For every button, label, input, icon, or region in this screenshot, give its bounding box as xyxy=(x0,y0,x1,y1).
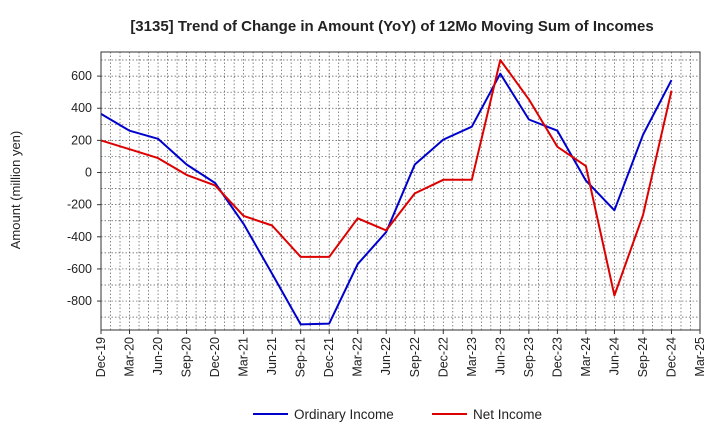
y-tick-label: 400 xyxy=(71,101,92,115)
y-tick-label: -200 xyxy=(67,198,92,212)
x-tick-label: Jun-20 xyxy=(151,337,165,375)
y-axis-label: Amount (million yen) xyxy=(8,131,23,250)
series-lines xyxy=(100,59,673,326)
x-tick-label: Mar-24 xyxy=(579,337,593,377)
x-tick-label: Sep-21 xyxy=(294,337,308,377)
tick-labels: 600 400 200 0 -200 -400 -600 -800 Dec-19 Mar-20 Ju… xyxy=(67,69,707,377)
x-tick-label: Sep-23 xyxy=(522,337,536,377)
legend: Ordinary Income Net Income xyxy=(253,407,542,422)
x-tick-label: Dec-23 xyxy=(550,337,564,377)
chart-title: [3135] Trend of Change in Amount (YoY) o… xyxy=(130,18,653,35)
x-tick-label: Mar-22 xyxy=(351,337,365,377)
x-tick-label: Sep-22 xyxy=(408,337,422,377)
y-tick-label: 200 xyxy=(71,133,92,147)
axes xyxy=(97,51,701,334)
x-tick-label: Jun-24 xyxy=(607,337,621,375)
x-tick-label: Mar-21 xyxy=(237,337,251,377)
x-tick-label: Dec-20 xyxy=(208,337,222,377)
x-tick-label: Sep-24 xyxy=(636,337,650,377)
x-tick-label: Mar-23 xyxy=(465,337,479,377)
x-tick-label: Jun-22 xyxy=(379,337,393,375)
y-tick-label: -400 xyxy=(67,230,92,244)
plot-frame xyxy=(100,51,701,331)
x-tick-label: Sep-20 xyxy=(180,337,194,377)
x-tick-label: Jun-21 xyxy=(265,337,279,375)
y-tick-label: -600 xyxy=(67,262,92,276)
x-tick-label: Jun-23 xyxy=(493,337,507,375)
y-tick-label: 0 xyxy=(85,166,92,180)
y-tick-label: -800 xyxy=(67,294,92,308)
series-line-net-income xyxy=(100,59,673,297)
x-tick-label: Dec-21 xyxy=(322,337,336,377)
x-tick-label: Mar-20 xyxy=(123,337,137,377)
series-line-ordinary-income xyxy=(100,72,673,326)
y-tick-label: 600 xyxy=(71,69,92,83)
x-tick-label: Dec-22 xyxy=(436,337,450,377)
legend-label-ordinary-income: Ordinary Income xyxy=(294,407,394,422)
x-tick-label: Dec-24 xyxy=(664,337,678,377)
x-tick-label: Dec-19 xyxy=(94,337,108,377)
grid xyxy=(101,52,700,330)
x-tick-label: Mar-25 xyxy=(693,337,707,377)
legend-label-net-income: Net Income xyxy=(473,407,542,422)
